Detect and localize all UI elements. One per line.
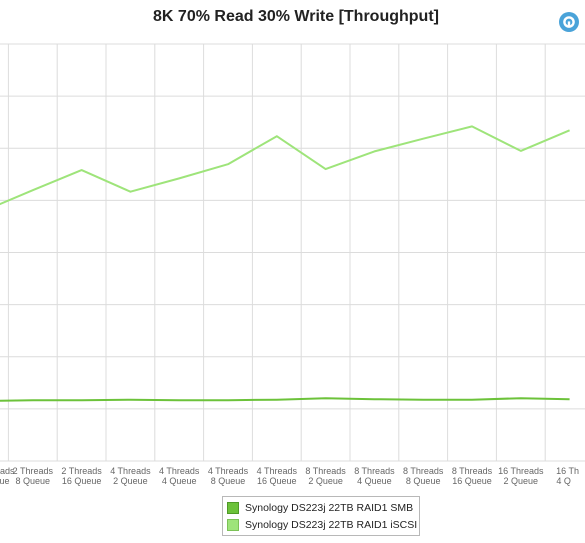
x-tick-label: ThreadsQueue xyxy=(0,466,15,486)
x-tick-label: 16 Th 4 Q xyxy=(556,466,579,486)
legend-swatch-iscsi xyxy=(227,519,239,531)
x-tick-label: 8 Threads 16 Queue xyxy=(452,466,493,486)
x-tick-label: 2 Threads 16 Queue xyxy=(61,466,102,486)
chart-title: 8K 70% Read 30% Write [Throughput] xyxy=(153,8,439,25)
x-tick-label: 2 Threads 8 Queue xyxy=(13,466,54,486)
x-tick-label: 4 Threads 4 Queue xyxy=(159,466,200,486)
x-tick-label: 8 Threads 4 Queue xyxy=(354,466,395,486)
context-menu-icon[interactable] xyxy=(558,11,580,33)
x-tick-label: 8 Threads 8 Queue xyxy=(403,466,444,486)
series-line-0[interactable] xyxy=(0,397,570,402)
series-line-1[interactable] xyxy=(0,125,570,210)
legend: Synology DS223j 22TB RAID1 SMB Synology … xyxy=(222,496,420,536)
legend-swatch-smb xyxy=(227,502,239,514)
x-tick-label: 4 Threads 16 Queue xyxy=(257,466,298,486)
grid-lines xyxy=(0,43,585,462)
x-tick-label: 4 Threads 8 Queue xyxy=(208,466,249,486)
x-tick-label: 16 Threads 2 Queue xyxy=(498,466,544,486)
x-tick-label: 4 Threads 2 Queue xyxy=(110,466,151,486)
series-lines xyxy=(0,125,570,402)
legend-label-smb: Synology DS223j 22TB RAID1 SMB xyxy=(245,502,414,514)
x-tick-label: 8 Threads 2 Queue xyxy=(305,466,346,486)
legend-label-iscsi: Synology DS223j 22TB RAID1 iSCSI xyxy=(245,519,418,531)
